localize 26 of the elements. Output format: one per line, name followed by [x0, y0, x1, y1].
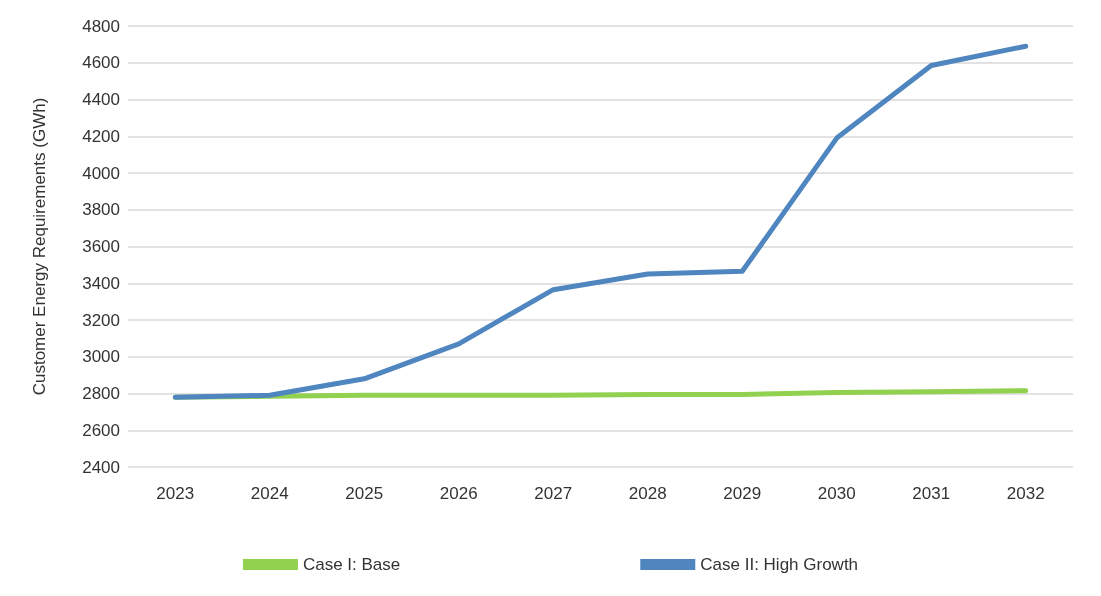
- x-tick-label: 2030: [817, 484, 856, 503]
- y-tick-label: 4400: [82, 90, 120, 109]
- y-tick-label: 4000: [82, 163, 120, 183]
- x-tick-label: 2024: [250, 484, 289, 503]
- y-tick-label: 2400: [82, 457, 120, 477]
- x-tick-label: 2027: [534, 484, 573, 503]
- x-tick-label: 2023: [156, 484, 195, 503]
- y-tick-label: 3200: [82, 310, 120, 330]
- x-tick-label: 2025: [345, 484, 384, 503]
- x-tick-label: 2031: [912, 484, 951, 503]
- x-tick-label: 2028: [628, 484, 667, 503]
- y-tick-label: 4200: [82, 126, 120, 146]
- y-tick-label: 2800: [82, 384, 120, 403]
- x-tick-label: 2032: [1006, 484, 1045, 503]
- y-tick-label: 3000: [82, 347, 120, 367]
- y-tick-label: 3600: [82, 237, 120, 256]
- y-tick-label: 4800: [82, 16, 120, 36]
- y-tick-label: 4600: [82, 53, 120, 73]
- x-tick-label: 2026: [439, 484, 478, 503]
- x-tick-label: 2029: [723, 484, 762, 503]
- y-tick-label: 3400: [82, 273, 120, 293]
- legend-label: Case II: High Growth: [700, 555, 859, 574]
- y-tick-label: 3800: [82, 200, 120, 220]
- legend-label: Case I: Base: [302, 555, 401, 574]
- y-tick-label: 2600: [82, 420, 120, 440]
- y-axis-title: Customer Energy Requirements (GWh): [30, 97, 49, 396]
